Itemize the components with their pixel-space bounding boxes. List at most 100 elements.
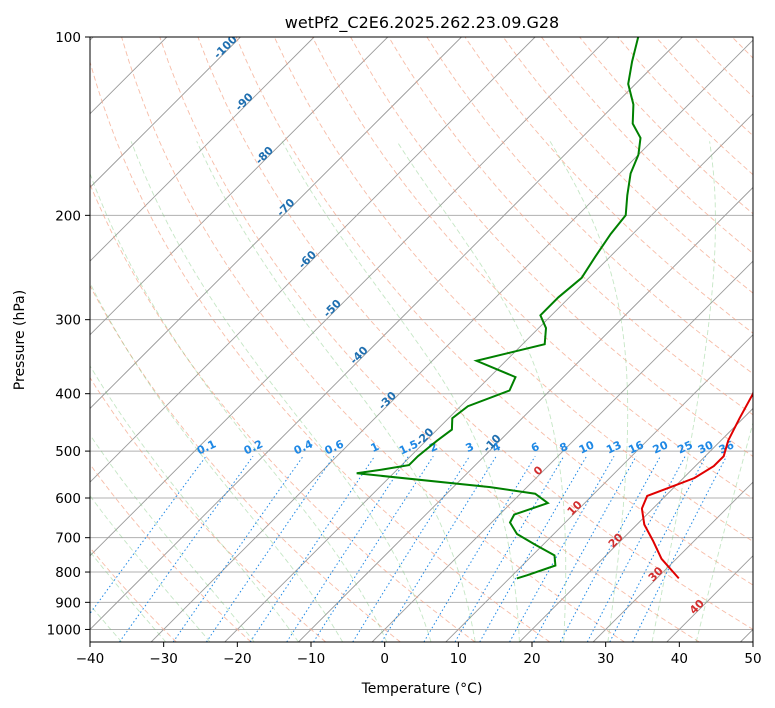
moist-adiabat — [281, 141, 520, 642]
dry-adiabat — [90, 376, 326, 642]
dry-adiabat-label: -80 — [253, 144, 276, 167]
isotherm-line — [90, 37, 315, 262]
y-tick-label: 600 — [55, 491, 81, 507]
plot-area: 0.1 0.2 0.4 0.6 1 1.5 2 3 4 6 8 10 13 16 20 25 30 36-100-… — [90, 37, 775, 642]
dry-adiabat-label: -40 — [347, 344, 370, 367]
isotherm-line — [445, 334, 753, 642]
dry-adiabat-label: 10 — [565, 498, 585, 518]
dry-adiabat — [464, 37, 753, 334]
moist-adiabat — [396, 141, 567, 642]
moist-adiabat — [90, 551, 167, 642]
mixing-ratio-line — [119, 455, 254, 642]
isotherm-line — [371, 260, 753, 642]
isotherm-line — [90, 37, 462, 410]
moist-adiabat — [90, 281, 343, 642]
y-axis-label: Pressure (hPa) — [12, 290, 28, 390]
mixing-ratio-label: 16 — [626, 438, 646, 456]
isotherm-line — [90, 37, 389, 336]
dry-adiabat — [312, 37, 753, 500]
dewpoint-profile-line — [356, 37, 642, 580]
y-tick-label: 300 — [55, 313, 81, 329]
x-tick-label: −20 — [223, 651, 252, 667]
dry-adiabat-label: 20 — [606, 530, 626, 550]
mixing-ratio-label: 30 — [696, 438, 716, 456]
moist-adiabat — [90, 172, 388, 642]
dry-adiabat — [90, 463, 252, 642]
x-tick-label: 0 — [380, 651, 389, 667]
dry-adiabat — [693, 37, 753, 98]
dry-adiabat — [90, 183, 476, 642]
isotherm-line — [90, 37, 241, 189]
mixing-ratio-line — [423, 455, 536, 642]
mixing-ratio-line — [559, 455, 661, 642]
x-tick-label: 40 — [671, 651, 688, 667]
mixing-ratio-label: 25 — [675, 438, 694, 456]
x-axis-label: Temperature (°C) — [361, 681, 483, 697]
isotherm-line — [666, 555, 753, 642]
dry-adiabat — [770, 37, 775, 642]
dry-adiabat-label: -60 — [296, 248, 319, 271]
dry-adiabat — [90, 60, 551, 642]
dry-adiabat-label: -90 — [233, 90, 256, 113]
mixing-ratio-label: 8 — [558, 440, 570, 455]
y-tick-label: 700 — [55, 531, 81, 547]
isotherm-line — [90, 37, 610, 557]
dry-adiabat — [273, 37, 753, 542]
mixing-ratio-label: 3 — [464, 440, 476, 455]
y-tick-label: 500 — [55, 444, 81, 460]
dry-adiabat — [502, 37, 753, 294]
dry-adiabat — [90, 284, 401, 642]
mixing-ratio-line — [249, 455, 376, 642]
dry-adiabat — [235, 37, 753, 586]
mixing-ratio-line — [205, 455, 335, 642]
mixing-ratio-line — [172, 455, 304, 642]
dry-adiabat — [388, 37, 753, 416]
x-tick-label: 10 — [450, 651, 467, 667]
mixing-ratio-line — [454, 455, 565, 642]
temperature-profile-line — [640, 390, 753, 580]
mixing-ratio-label: 0.2 — [242, 437, 265, 457]
moist-adiabat — [90, 494, 211, 642]
moist-adiabat — [196, 141, 476, 642]
mixing-ratio-label: 20 — [651, 438, 671, 456]
isotherm-line — [150, 39, 753, 642]
mixing-ratio-line — [381, 455, 497, 642]
dry-adiabat — [350, 37, 753, 457]
plot-frame — [89, 36, 754, 643]
isotherm-line — [740, 628, 753, 642]
dry-adiabat — [121, 37, 625, 642]
mixing-ratio-label: 0.6 — [323, 437, 346, 457]
isotherm-line — [519, 407, 753, 642]
isotherm-line — [592, 481, 753, 642]
dry-adiabat-label: 30 — [646, 564, 666, 584]
moist-adiabat — [90, 365, 299, 642]
isotherm-line — [224, 113, 753, 642]
dry-adiabat-label: -30 — [376, 389, 399, 412]
mixing-ratio-line — [586, 455, 686, 642]
moist-adiabat — [130, 141, 432, 642]
y-tick-label: 100 — [55, 30, 81, 46]
dry-adiabat — [197, 37, 753, 630]
dry-adiabat — [426, 37, 753, 375]
mixing-ratio-line — [509, 455, 615, 642]
y-tick-label: 200 — [55, 208, 81, 224]
moist-adiabat — [549, 141, 629, 642]
mixing-ratio-line — [286, 455, 409, 642]
moist-adiabat — [90, 434, 255, 642]
x-tick-label: 30 — [597, 651, 614, 667]
mixing-ratio-line — [533, 455, 637, 642]
y-tick-label: 900 — [55, 595, 81, 611]
dry-adiabat — [90, 547, 177, 642]
mixing-ratio-label: 6 — [529, 440, 542, 455]
chart-title: wetPf2_C2E6.2025.262.23.09.G28 — [285, 13, 559, 33]
x-tick-label: 50 — [744, 651, 761, 667]
mixing-ratio-label: 10 — [577, 438, 597, 456]
mixing-ratio-label: 13 — [604, 438, 623, 456]
mixing-ratio-label: 0.1 — [195, 437, 218, 457]
mixing-ratio-line — [313, 455, 434, 642]
axes: −40 −30 −20 −10 0 10 20 30 40 5010020030040050060… — [47, 30, 762, 667]
y-tick-label: 1000 — [47, 622, 81, 638]
x-tick-label: 20 — [523, 651, 540, 667]
dry-adiabat — [617, 37, 753, 176]
